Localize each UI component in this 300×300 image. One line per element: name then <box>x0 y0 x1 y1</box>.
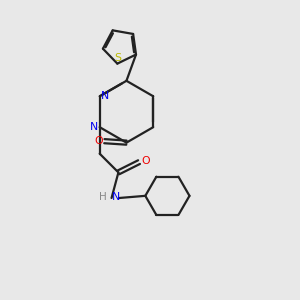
Text: N: N <box>90 122 98 132</box>
Text: S: S <box>114 53 121 63</box>
Text: N: N <box>112 191 120 202</box>
Text: O: O <box>95 136 103 146</box>
Text: H: H <box>99 191 107 202</box>
Text: N: N <box>101 91 109 101</box>
Text: O: O <box>141 156 150 166</box>
